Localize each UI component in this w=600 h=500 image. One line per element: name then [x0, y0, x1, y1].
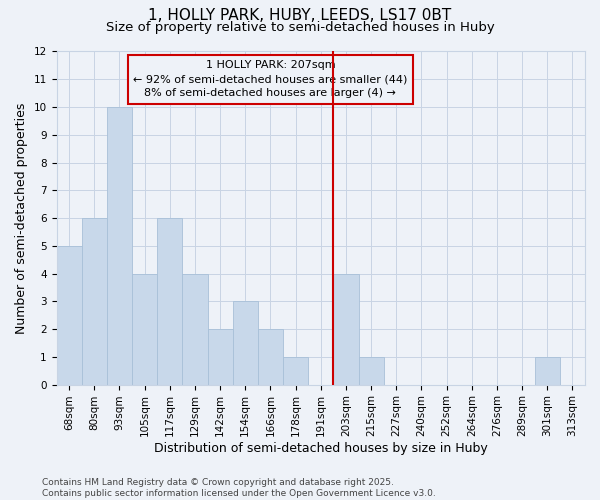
Bar	[359, 357, 383, 384]
X-axis label: Distribution of semi-detached houses by size in Huby: Distribution of semi-detached houses by …	[154, 442, 488, 455]
Bar	[182, 274, 208, 384]
Bar	[82, 218, 107, 384]
Bar	[283, 357, 308, 384]
Bar	[233, 302, 258, 384]
Bar	[132, 274, 157, 384]
Bar	[157, 218, 182, 384]
Bar	[107, 107, 132, 384]
Y-axis label: Number of semi-detached properties: Number of semi-detached properties	[15, 102, 28, 334]
Text: Contains HM Land Registry data © Crown copyright and database right 2025.
Contai: Contains HM Land Registry data © Crown c…	[42, 478, 436, 498]
Bar	[208, 329, 233, 384]
Bar	[535, 357, 560, 384]
Bar	[56, 246, 82, 384]
Text: 1, HOLLY PARK, HUBY, LEEDS, LS17 0BT: 1, HOLLY PARK, HUBY, LEEDS, LS17 0BT	[148, 8, 452, 22]
Text: Size of property relative to semi-detached houses in Huby: Size of property relative to semi-detach…	[106, 22, 494, 35]
Bar	[334, 274, 359, 384]
Bar	[258, 329, 283, 384]
Text: 1 HOLLY PARK: 207sqm
← 92% of semi-detached houses are smaller (44)
8% of semi-d: 1 HOLLY PARK: 207sqm ← 92% of semi-detac…	[133, 60, 407, 98]
